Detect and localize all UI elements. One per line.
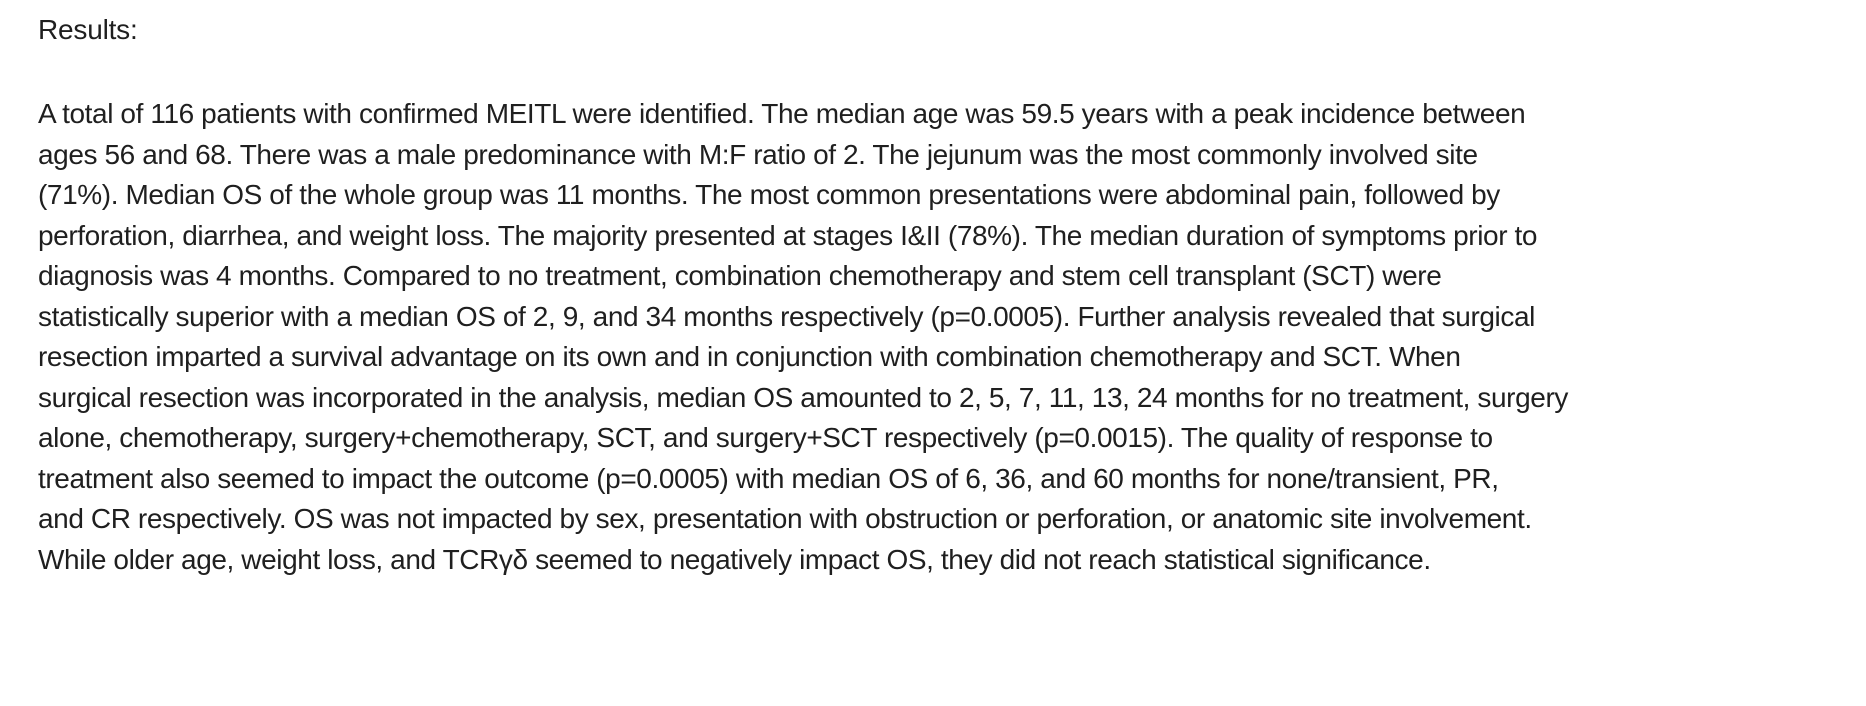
results-section-heading: Results: <box>38 14 138 45</box>
results-paragraph: A total of 116 patients with confirmed M… <box>38 98 1568 575</box>
